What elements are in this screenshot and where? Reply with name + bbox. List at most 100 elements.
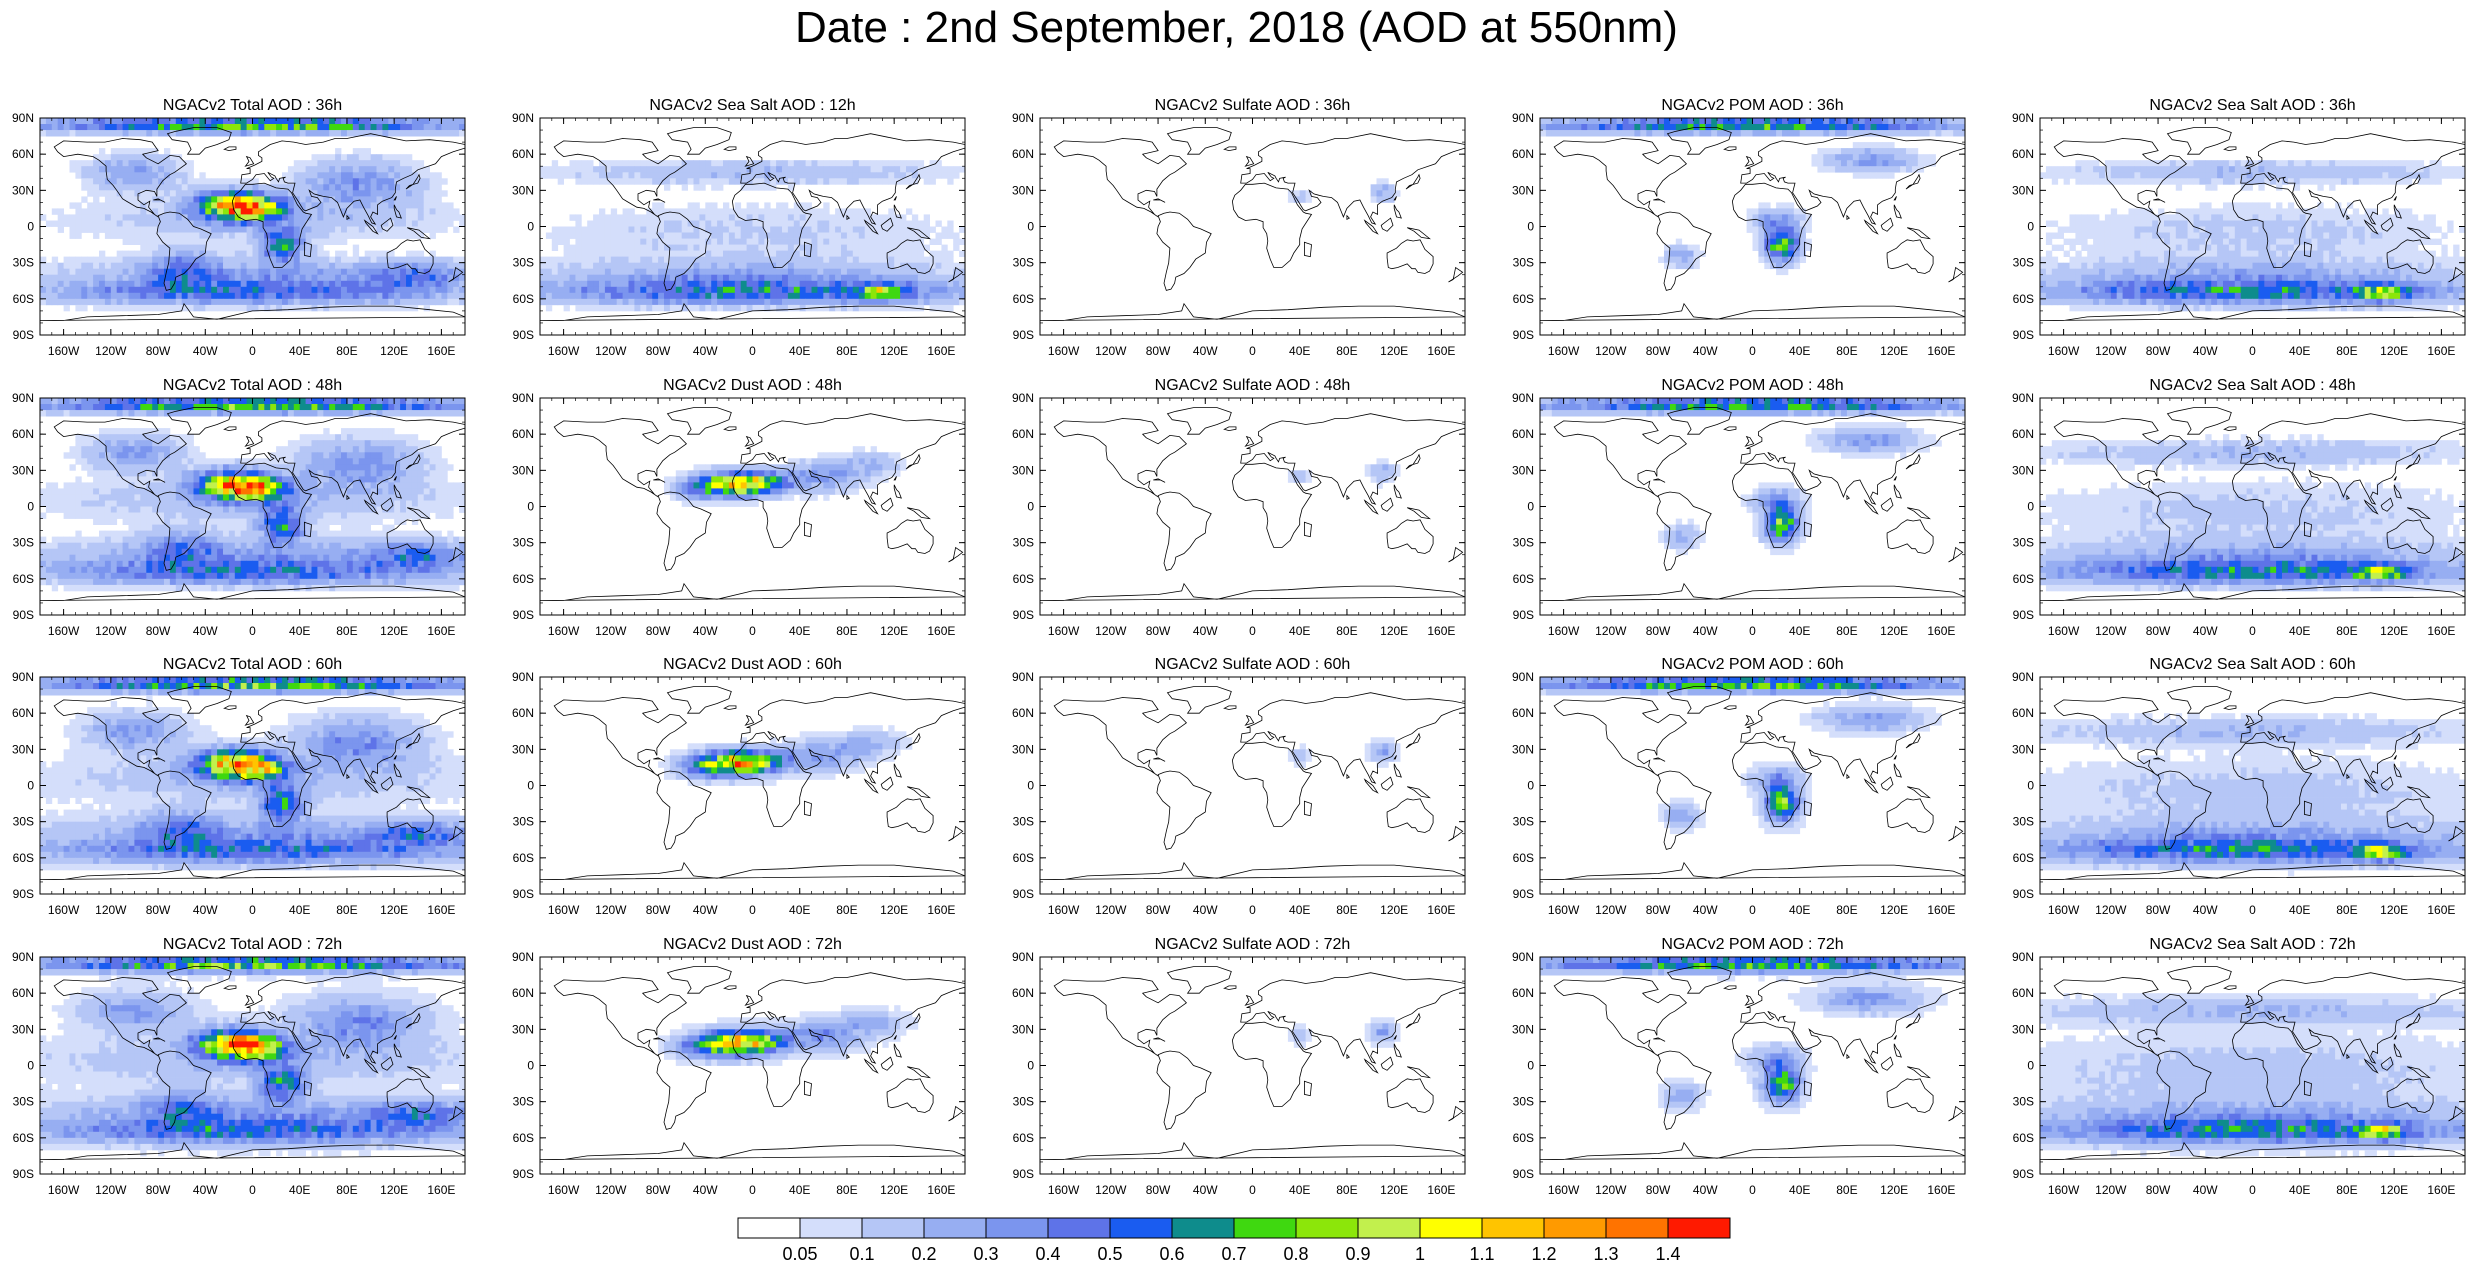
lat-label: 90S (1513, 1167, 1534, 1181)
lon-label: 80E (836, 344, 857, 358)
aod-field (40, 677, 465, 871)
lon-label: 40W (1193, 344, 1218, 358)
lat-label: 30N (512, 183, 534, 197)
lat-label: 90S (513, 608, 534, 622)
map-panel: NGACv2 Dust AOD : 72h 90N 60N 30N 0 30S 60S 90S… (512, 936, 966, 1197)
lat-label: 30N (12, 463, 34, 477)
lat-label: 90N (12, 111, 34, 125)
lon-label: 160W (1048, 1183, 1080, 1197)
lon-label: 80E (336, 344, 357, 358)
lon-label: 120W (595, 1183, 627, 1197)
colorbar-label: 0.4 (1035, 1244, 1060, 1261)
lon-label: 80W (1146, 1183, 1171, 1197)
lon-label: 0 (249, 1183, 256, 1197)
lat-label: 60S (1013, 851, 1034, 865)
lat-label: 30N (1512, 742, 1534, 756)
lon-label: 80W (1146, 344, 1171, 358)
lon-label: 120W (595, 624, 627, 638)
lon-label: 120E (880, 624, 908, 638)
lat-label: 0 (1527, 500, 1534, 514)
lon-label: 160E (1927, 624, 1955, 638)
lat-label: 90N (1012, 950, 1034, 964)
map-panel: NGACv2 Sea Salt AOD : 72h 90N 60N 30N 0 30S 60… (2012, 936, 2466, 1197)
colorbar-swatch (1357, 1217, 1421, 1239)
map-panel: NGACv2 Sea Salt AOD : 60h 90N 60N 30N 0 30S 60… (2012, 656, 2466, 917)
lon-label: 40E (1789, 1183, 1810, 1197)
lat-label: 90S (1013, 328, 1034, 342)
panel-title: NGACv2 Sulfate AOD : 36h (1155, 97, 1351, 114)
lon-label: 160W (548, 903, 580, 917)
lat-label: 30S (13, 815, 34, 829)
lon-label: 120E (1880, 903, 1908, 917)
lon-label: 40W (1193, 1183, 1218, 1197)
lon-label: 120E (380, 344, 408, 358)
lon-label: 120E (1380, 344, 1408, 358)
lon-label: 80W (2146, 903, 2171, 917)
lon-label: 40W (2193, 903, 2218, 917)
lon-label: 160W (1048, 624, 1080, 638)
lon-label: 160E (1427, 624, 1455, 638)
lon-label: 160E (2427, 1183, 2455, 1197)
lon-label: 80E (1336, 624, 1357, 638)
lat-label: 60N (1512, 986, 1534, 1000)
lon-label: 120E (380, 1183, 408, 1197)
panel-title: NGACv2 Sea Salt AOD : 60h (2149, 656, 2355, 673)
colorbar-label: 1.1 (1469, 1244, 1494, 1261)
aod-field (1540, 957, 1965, 1115)
colorbar-swatch (1295, 1217, 1359, 1239)
lon-label: 80E (2336, 624, 2357, 638)
lat-label: 0 (527, 220, 534, 234)
lon-label: 80W (646, 624, 671, 638)
lat-label: 30S (513, 536, 534, 550)
lat-label: 30S (13, 1095, 34, 1109)
panel-title: NGACv2 Total AOD : 60h (163, 656, 342, 673)
lat-label: 0 (1527, 779, 1534, 793)
lon-label: 40E (2289, 903, 2310, 917)
lat-label: 60N (12, 427, 34, 441)
colorbar-swatch (1047, 1217, 1111, 1239)
panel-title: NGACv2 POM AOD : 72h (1661, 936, 1843, 953)
lon-label: 160E (927, 344, 955, 358)
lat-label: 30N (512, 742, 534, 756)
lon-label: 120W (595, 903, 627, 917)
lat-label: 90S (513, 1167, 534, 1181)
lon-label: 120E (2380, 903, 2408, 917)
lon-label: 80E (336, 624, 357, 638)
lon-label: 160W (1048, 344, 1080, 358)
panel-title: NGACv2 POM AOD : 48h (1661, 377, 1843, 394)
map-frame (1039, 117, 1466, 336)
lon-label: 80W (1146, 624, 1171, 638)
lat-label: 30N (1512, 1022, 1534, 1036)
lon-label: 160E (1927, 903, 1955, 917)
lon-label: 40E (1789, 624, 1810, 638)
lon-label: 120W (1095, 624, 1127, 638)
lon-label: 80E (1336, 903, 1357, 917)
coastlines (40, 407, 465, 601)
lon-label: 80W (146, 1183, 171, 1197)
lat-label: 90N (512, 670, 534, 684)
lat-label: 30S (1013, 815, 1034, 829)
lon-label: 40E (789, 1183, 810, 1197)
map-frame (1039, 397, 1466, 616)
lon-label: 40E (789, 903, 810, 917)
lat-label: 0 (527, 500, 534, 514)
lon-label: 120E (1880, 344, 1908, 358)
lon-label: 160E (427, 624, 455, 638)
lon-label: 40E (1789, 903, 1810, 917)
lat-label: 30N (12, 1022, 34, 1036)
lon-label: 40W (693, 1183, 718, 1197)
lat-label: 60N (512, 427, 534, 441)
lon-label: 80E (2336, 344, 2357, 358)
lon-label: 80E (836, 903, 857, 917)
lon-label: 160E (927, 903, 955, 917)
lon-label: 40E (1289, 1183, 1310, 1197)
lon-label: 120W (1595, 903, 1627, 917)
lon-label: 40E (1289, 624, 1310, 638)
lat-label: 30S (2013, 256, 2034, 270)
lon-label: 120W (2095, 344, 2127, 358)
coastlines (1540, 127, 1965, 321)
lon-label: 40W (1693, 624, 1718, 638)
lon-label: 0 (1249, 624, 1256, 638)
aod-field (1540, 677, 1965, 835)
